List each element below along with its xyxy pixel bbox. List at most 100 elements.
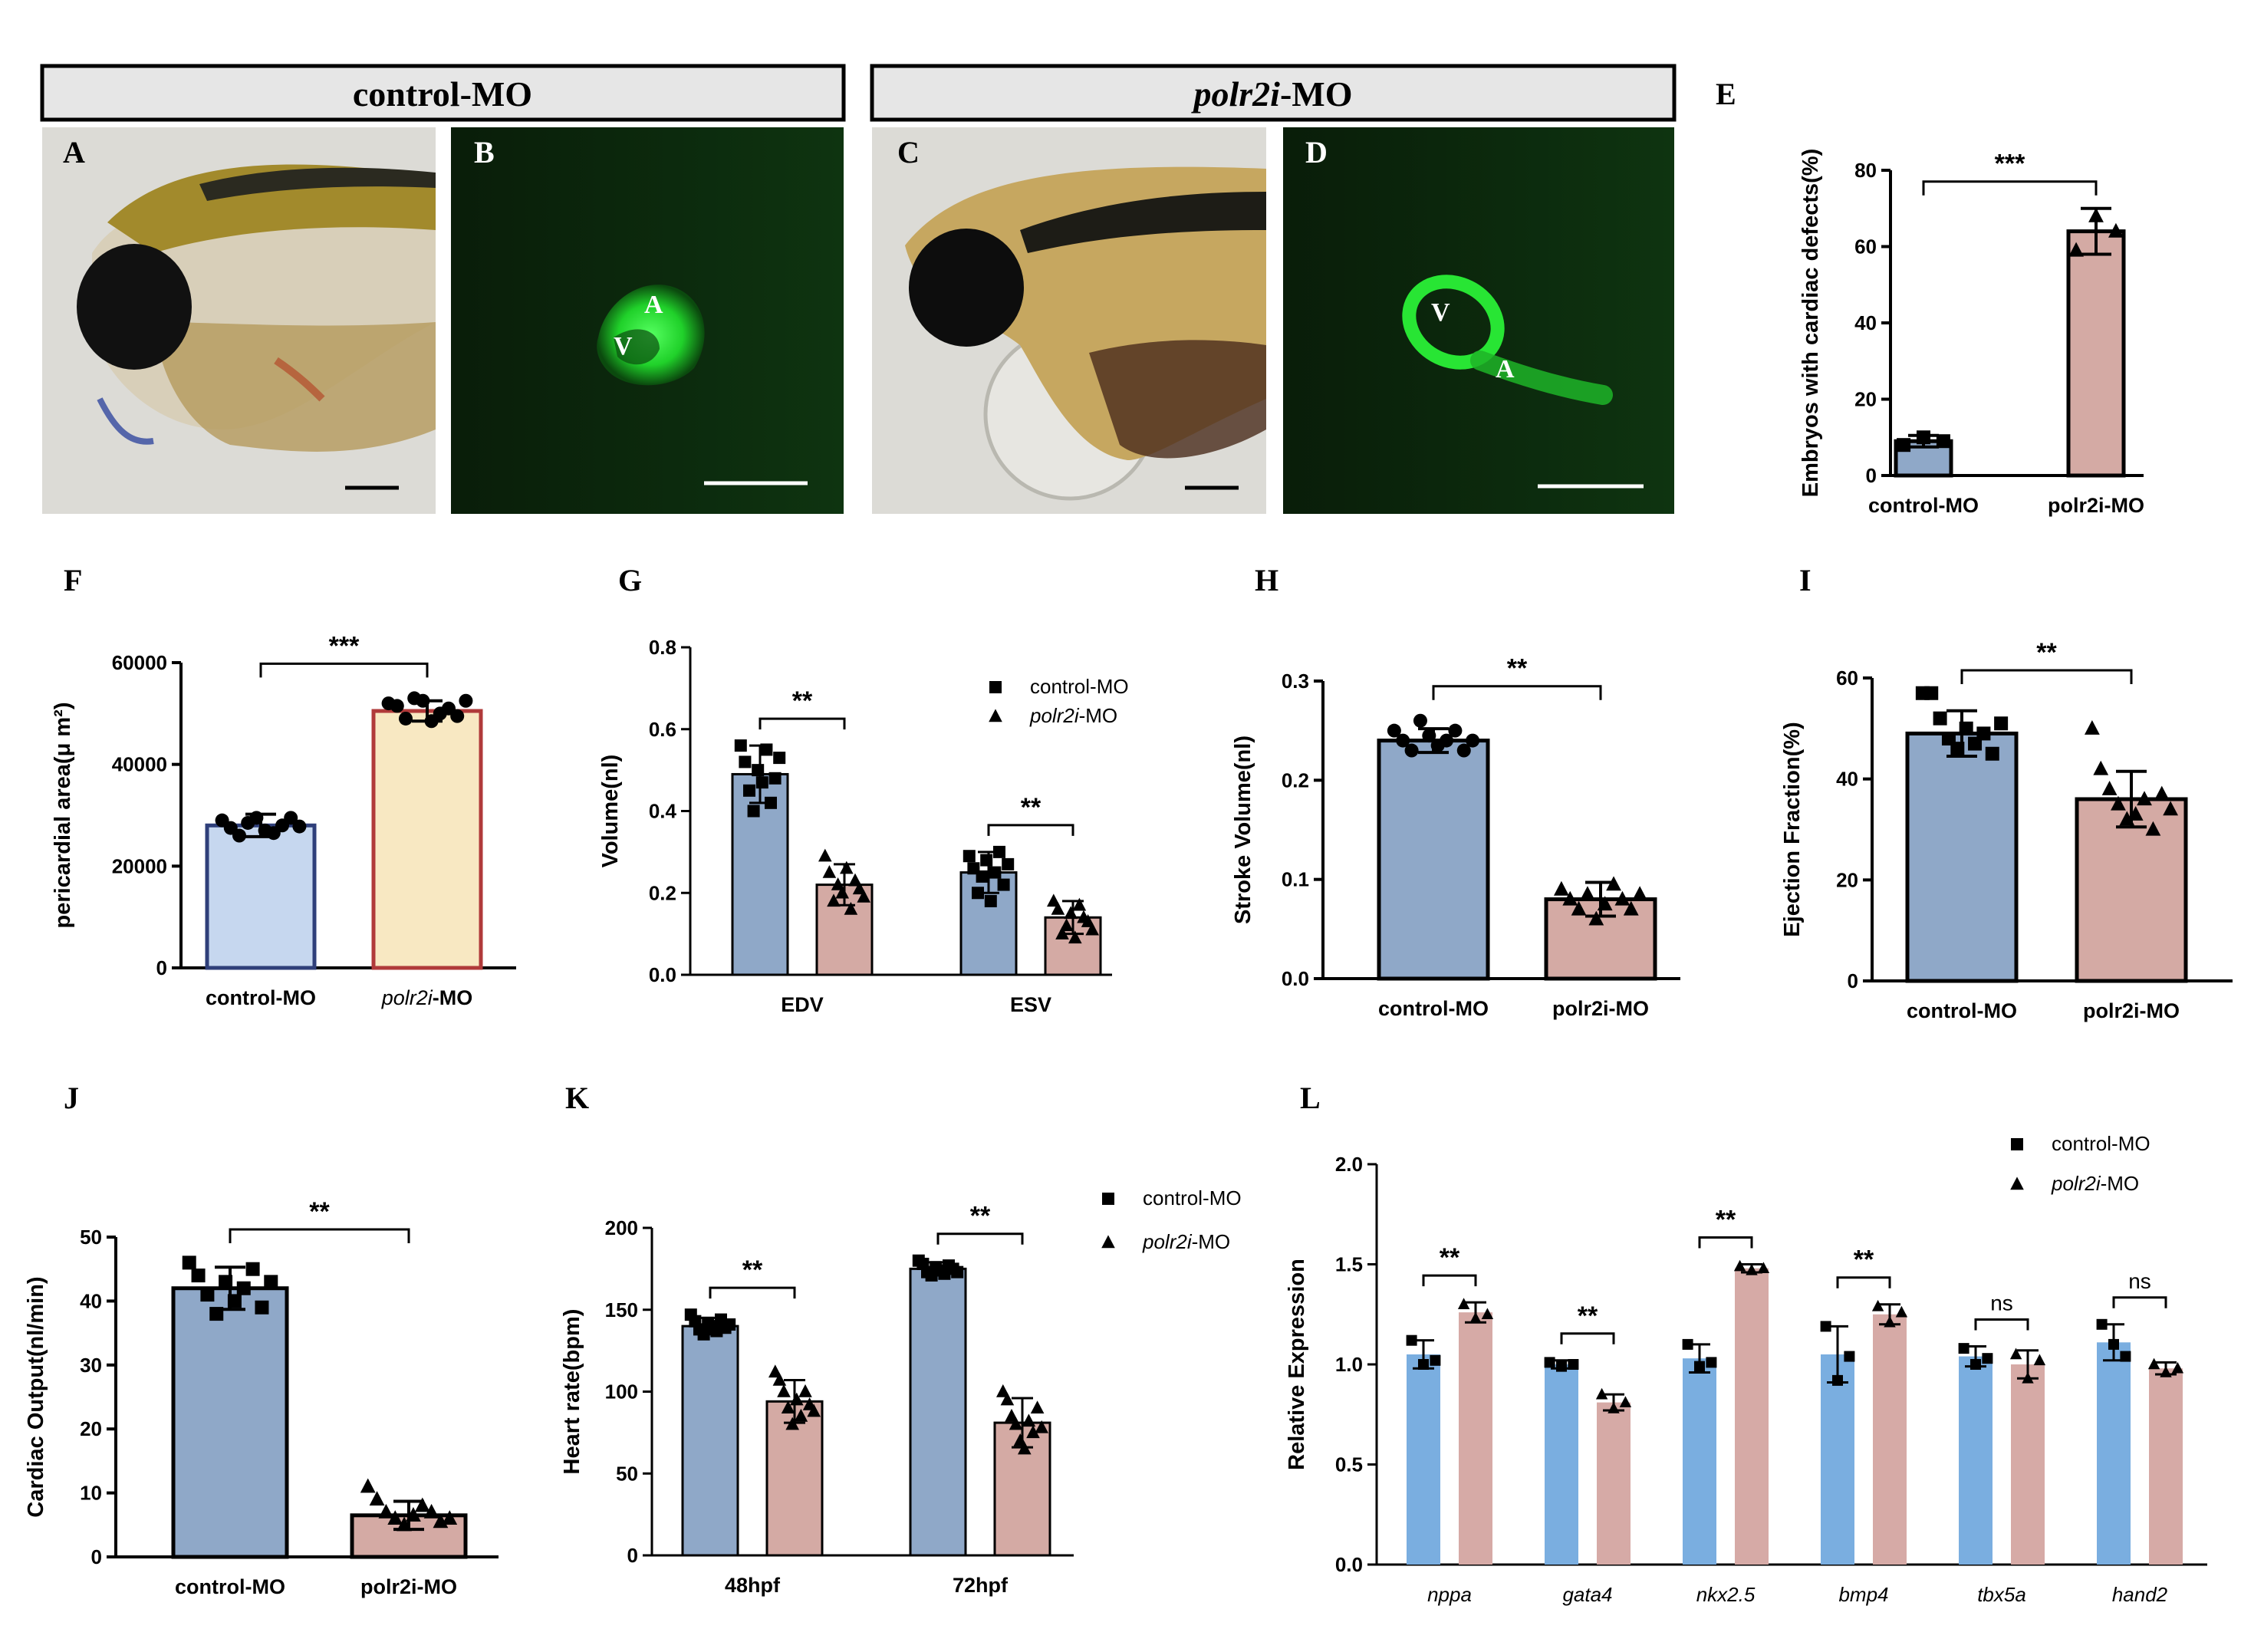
j-bar-0 — [171, 1286, 289, 1559]
g-ytick-label-2: 0.4 — [649, 800, 677, 823]
chart-h-stroke-volume: 0.0 0.1 0.2 0.3 Stroke Volume(nl) control-MO p… — [1231, 654, 1680, 1020]
j-sig-label: ** — [309, 1197, 330, 1226]
k-bar-0-0 — [681, 1325, 739, 1557]
e-point-1-0 — [2068, 242, 2084, 257]
j-point-0-2 — [200, 1288, 215, 1302]
g-point-1-0-2 — [972, 887, 984, 900]
micrograph-d-label-v: V — [1431, 298, 1450, 327]
j-point-0-1 — [191, 1269, 206, 1283]
l-sig-bracket-1 — [1560, 1332, 1615, 1344]
g-category-1: ESV — [1010, 993, 1051, 1016]
k-point-0-1-2 — [777, 1384, 791, 1397]
k-ytick-label-1: 50 — [616, 1462, 638, 1485]
i-ytick-label-3: 60 — [1836, 666, 1858, 689]
panel-letter-h: H — [1255, 563, 1278, 597]
f-ytick-label-2: 40000 — [112, 753, 167, 776]
l-point-2-0-1 — [1694, 1361, 1705, 1372]
g-bar-0-0 — [731, 772, 789, 976]
l-sig-bracket-4 — [1974, 1318, 2029, 1331]
g-point-1-1-9 — [1085, 922, 1099, 936]
chart-e-cardiac-defects: 0 20 40 60 80 Embryos with cardiac defects(%)… — [1798, 149, 2144, 517]
l-point-0-1-0 — [1457, 1298, 1470, 1309]
l-point-0-0-2 — [1430, 1354, 1441, 1366]
chart-f-pericardial-area: 0 20000 40000 60000 pericardial area(μ m²) co… — [51, 631, 516, 1009]
micrograph-b-label-a: A — [644, 291, 663, 319]
l-point-3-0-0 — [1820, 1321, 1831, 1332]
h-point-0-1 — [1396, 733, 1410, 748]
g-point-0-0-5 — [755, 776, 768, 789]
l-legend-marker-1 — [2010, 1176, 2024, 1190]
g-point-0-0-9 — [773, 752, 786, 765]
e-ytick-label-3: 60 — [1854, 235, 1877, 258]
e-ytick-label-2: 40 — [1854, 311, 1877, 334]
g-point-0-0-1 — [739, 755, 752, 768]
k-point-1-1-0 — [996, 1384, 1010, 1397]
panel-letter-e: E — [1716, 77, 1736, 111]
g-point-1-1-0 — [1047, 893, 1061, 907]
k-point-0-1-7 — [798, 1384, 812, 1397]
l-point-2-1-2 — [1757, 1262, 1770, 1274]
e-point-0-2 — [1936, 434, 1950, 449]
h-point-1-5 — [1597, 896, 1613, 911]
i-point-0-9 — [1994, 716, 2009, 731]
i-point-1-2 — [2101, 781, 2118, 795]
micrograph-b: A V B — [451, 127, 844, 514]
g-ytick-label-1: 0.2 — [649, 881, 676, 904]
k-sig-bracket-1 — [936, 1232, 1024, 1245]
l-category-1: gata4 — [1562, 1583, 1612, 1606]
j-point-0-3 — [209, 1307, 224, 1321]
l-sig-bracket-0 — [1422, 1274, 1477, 1287]
k-sig-bracket-0 — [709, 1286, 796, 1299]
h-ytick-label-3: 0.3 — [1282, 670, 1309, 693]
l-point-5-1-2 — [2171, 1361, 2184, 1374]
k-point-1-1-2 — [1005, 1408, 1018, 1422]
l-point-4-1-2 — [2033, 1354, 2046, 1366]
k-point-0-1-5 — [790, 1392, 804, 1406]
g-point-1-0-4 — [980, 854, 993, 867]
g-point-1-1-5 — [1068, 930, 1082, 944]
l-bar-4-0 — [1959, 1356, 1993, 1565]
l-bar-0-0 — [1407, 1354, 1440, 1565]
h-bar-0 — [1377, 739, 1490, 981]
g-point-0-1-6 — [844, 902, 858, 915]
k-legend-label-1: polr2i-MO — [1142, 1230, 1230, 1253]
l-legend-label-1-rest: -MO — [2101, 1172, 2140, 1195]
k-point-1-1-7 — [1026, 1425, 1040, 1439]
l-legend-label-0: control-MO — [2052, 1132, 2150, 1155]
i-point-0-7 — [1976, 726, 1991, 741]
g-legend-marker-1 — [989, 709, 1002, 722]
g-y-label: Volume(nl) — [598, 755, 623, 868]
j-point-1-9 — [442, 1510, 458, 1525]
l-point-0-1-1 — [1469, 1311, 1482, 1324]
panel-letter-b: B — [474, 135, 495, 169]
g-legend-label-1-rest: -MO — [1079, 704, 1118, 727]
j-sig-bracket — [229, 1228, 410, 1243]
g-point-0-0-0 — [734, 739, 747, 752]
j-ytick-label-3: 30 — [80, 1354, 102, 1377]
l-bar-2-1 — [1735, 1268, 1769, 1565]
i-category-1: polr2i-MO — [2083, 999, 2180, 1022]
l-point-4-1-0 — [2009, 1348, 2022, 1360]
i-point-1-1 — [2093, 760, 2109, 775]
e-ytick-label-4: 80 — [1854, 159, 1877, 182]
k-sig-label-0: ** — [742, 1255, 763, 1285]
e-sig-bracket — [1922, 180, 2098, 196]
micrograph-a: A — [42, 127, 436, 514]
l-point-5-1-1 — [2160, 1366, 2172, 1377]
l-category-2: nkx2.5 — [1696, 1583, 1756, 1606]
l-bar-5-1 — [2149, 1368, 2183, 1565]
f-point-1-9 — [459, 693, 473, 708]
g-point-1-0-3 — [976, 870, 989, 883]
j-point-0-6 — [236, 1281, 251, 1295]
i-sig-bracket — [1960, 669, 2133, 684]
panel-letter-c: C — [897, 135, 920, 169]
j-point-1-1 — [369, 1491, 385, 1506]
g-point-1-1-4 — [1064, 906, 1078, 920]
j-ytick-label-2: 20 — [80, 1417, 102, 1440]
j-category-0: control-MO — [175, 1575, 285, 1598]
l-y-label: Relative Expression — [1285, 1259, 1309, 1470]
l-point-3-0-2 — [1844, 1351, 1855, 1362]
chart-i-ejection-fraction: 0 20 40 60 Ejection Fraction(%) control-MO pol… — [1780, 638, 2233, 1022]
g-point-1-0-6 — [989, 866, 1002, 879]
